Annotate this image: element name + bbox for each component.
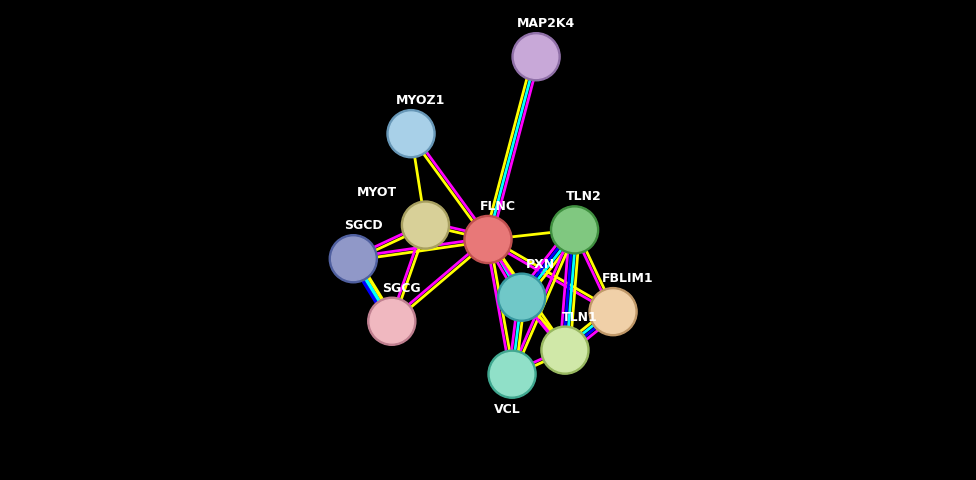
Circle shape (370, 300, 414, 343)
Text: MAP2K4: MAP2K4 (516, 17, 575, 30)
Circle shape (329, 235, 378, 283)
Circle shape (512, 34, 560, 82)
Text: MYOZ1: MYOZ1 (396, 94, 445, 107)
Circle shape (589, 288, 637, 336)
Text: PXN: PXN (526, 257, 555, 270)
Text: TLN1: TLN1 (561, 310, 597, 323)
Circle shape (591, 290, 634, 334)
Circle shape (544, 329, 587, 372)
Circle shape (401, 202, 450, 250)
Text: SGCD: SGCD (344, 219, 383, 232)
Circle shape (488, 350, 536, 398)
Text: TLN2: TLN2 (566, 190, 602, 203)
Circle shape (332, 238, 375, 281)
Circle shape (389, 113, 432, 156)
Circle shape (368, 298, 416, 346)
Circle shape (404, 204, 447, 247)
Circle shape (550, 206, 598, 254)
Circle shape (500, 276, 544, 319)
Circle shape (498, 274, 546, 322)
Text: FLNC: FLNC (479, 200, 515, 213)
Circle shape (490, 353, 534, 396)
Circle shape (514, 36, 557, 79)
Text: MYOT: MYOT (357, 185, 397, 198)
Circle shape (541, 326, 589, 374)
Text: VCL: VCL (494, 402, 520, 415)
Circle shape (553, 209, 596, 252)
Text: FBLIM1: FBLIM1 (601, 272, 653, 285)
Circle shape (467, 218, 509, 262)
Circle shape (464, 216, 512, 264)
Text: SGCG: SGCG (383, 281, 421, 294)
Circle shape (387, 110, 435, 158)
